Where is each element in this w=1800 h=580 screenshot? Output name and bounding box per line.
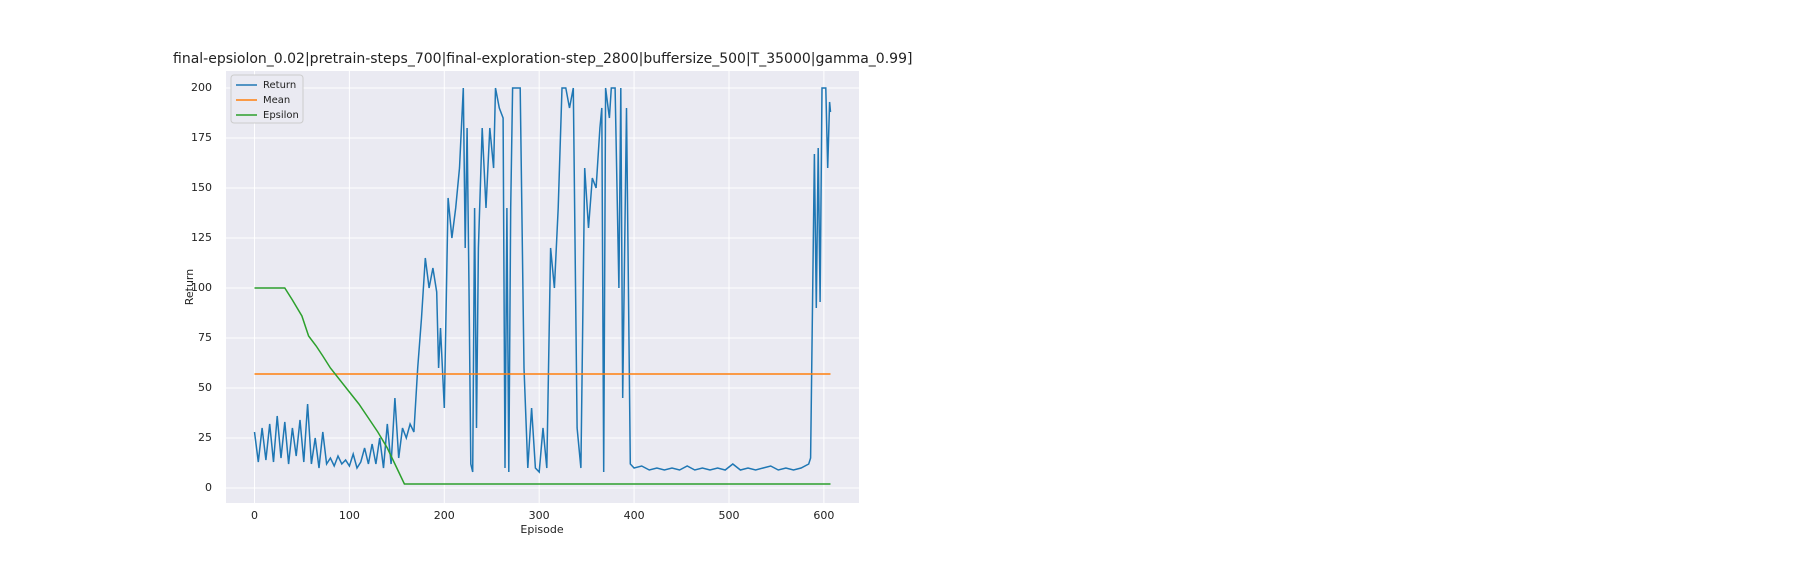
- y-tick-label: 25: [198, 431, 212, 444]
- legend-label: Mean: [263, 95, 290, 106]
- legend-label: Return: [263, 80, 296, 91]
- y-axis-label: Return: [183, 269, 196, 306]
- y-tick-label: 150: [191, 181, 212, 194]
- x-tick-label: 600: [813, 509, 834, 522]
- x-tick-label: 500: [718, 509, 739, 522]
- line: [254, 287, 831, 485]
- y-tick-label: 200: [191, 81, 212, 94]
- chart-title: final-epsiolon_0.02|pretrain-steps_700|f…: [173, 51, 912, 67]
- legend-label: Epsilon: [263, 110, 299, 121]
- x-tick-label: 100: [339, 509, 360, 522]
- x-tick-label: 0: [251, 509, 258, 522]
- x-axis-label: Episode: [520, 523, 563, 536]
- y-tick-label: 175: [191, 131, 212, 144]
- x-tick-label: 400: [624, 509, 645, 522]
- y-tick-label: 75: [198, 331, 212, 344]
- y-tick-label: 100: [191, 281, 212, 294]
- y-tick-label: 50: [198, 381, 212, 394]
- legend-box: [230, 74, 304, 124]
- line: [253, 87, 832, 474]
- x-tick-label: 300: [529, 509, 550, 522]
- y-tick-label: 125: [191, 231, 212, 244]
- x-tick-label: 200: [434, 509, 455, 522]
- y-tick-label: 0: [205, 481, 212, 494]
